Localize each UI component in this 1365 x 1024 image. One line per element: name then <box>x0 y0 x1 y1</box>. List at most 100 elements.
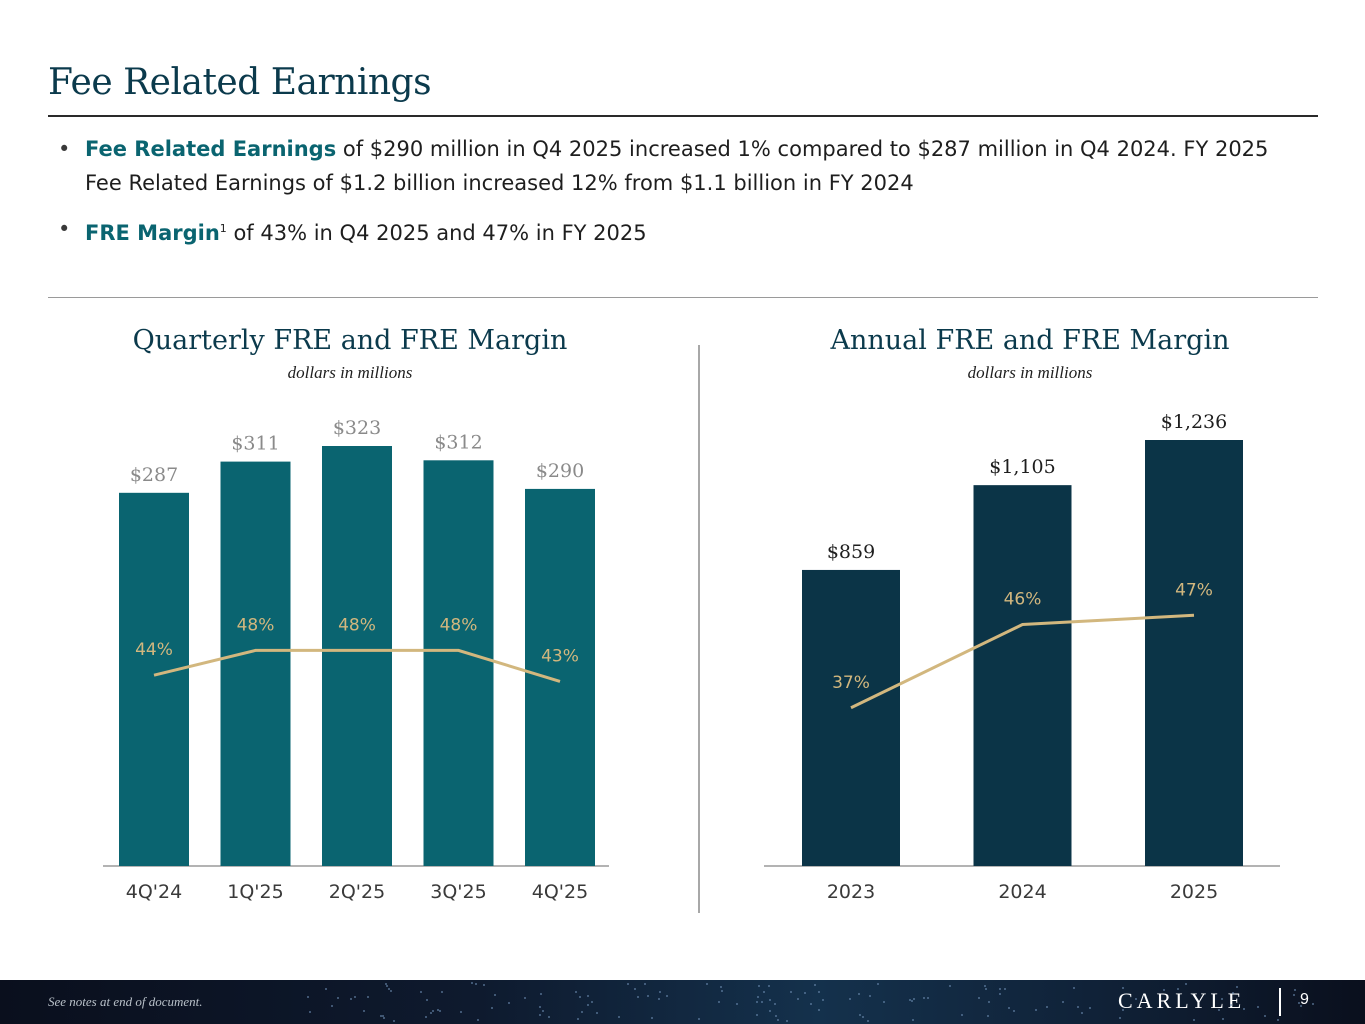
annual-margin-line <box>850 613 1195 710</box>
annual-x-tick-label: 2023 <box>827 881 875 903</box>
quarterly-chart-title: Quarterly FRE and FRE Margin <box>132 325 568 356</box>
footer-note: See notes at end of document. <box>48 994 203 1009</box>
footer-speck <box>627 982 630 985</box>
annual-bar <box>973 485 1072 866</box>
footer-speck <box>617 1016 620 1019</box>
footer-speck <box>1118 1016 1121 1019</box>
footer-speck <box>697 1017 700 1020</box>
footer-speck <box>774 1003 777 1006</box>
annual-chart-title: Annual FRE and FRE Margin <box>830 325 1230 356</box>
footer-speck <box>948 985 951 988</box>
annual-bar-value-label: $859 <box>827 541 875 563</box>
footer-speck <box>978 996 981 999</box>
annual-margin-label: 37% <box>832 673 870 693</box>
footer-speck <box>425 998 428 1001</box>
footer-speck <box>330 1004 333 1007</box>
carlyle-logo: CARLYLE <box>1118 988 1246 1013</box>
logo-separator <box>1279 988 1281 1016</box>
annual-bar-value-label: $1,236 <box>1161 411 1227 433</box>
footer-speck <box>307 995 310 998</box>
annual-x-tick-label: 2024 <box>998 881 1046 903</box>
footer-speck <box>353 996 356 999</box>
quarterly-margin-label: 48% <box>237 615 275 635</box>
quarterly-bar-value-label: $323 <box>333 417 381 439</box>
footer-speck <box>471 982 474 985</box>
footer-speck <box>923 997 926 1000</box>
footer-speck <box>587 1004 590 1007</box>
chart-divider <box>698 345 700 913</box>
footer-speck <box>577 1018 580 1021</box>
footer-speck <box>432 1009 435 1012</box>
footer-speck <box>866 1019 869 1022</box>
footer-speck <box>386 984 389 987</box>
footer-speck <box>960 1013 963 1016</box>
footer-speck <box>1003 988 1006 991</box>
annual-bar <box>802 569 900 866</box>
footer-speck <box>1072 987 1075 989</box>
bullet-dot: • <box>58 137 71 161</box>
footer-speck <box>1257 1005 1260 1008</box>
footer-speck <box>633 988 636 991</box>
footer-speck <box>475 983 478 986</box>
footer-speck <box>1008 1006 1011 1009</box>
quarterly-bar <box>322 446 392 866</box>
quarterly-x-tick-label: 2Q'25 <box>329 881 385 903</box>
footer-speck <box>721 990 724 993</box>
quarterly-bar-value-label: $312 <box>434 431 482 453</box>
footer-speck <box>985 987 988 990</box>
footer-speck <box>755 1000 758 1003</box>
section-rule <box>48 297 1318 298</box>
footer-speck <box>385 982 388 985</box>
footer-speck <box>491 1006 494 1009</box>
footer-speck <box>1077 1006 1080 1009</box>
footer-speck <box>1035 1008 1038 1011</box>
footer-speck <box>389 989 392 992</box>
footnote-marker: 1 <box>219 222 227 235</box>
quarterly-bar-value-label: $311 <box>231 433 279 455</box>
bullet-dot: • <box>58 217 71 241</box>
footer-speck <box>508 1002 511 1005</box>
footer-speck <box>1263 1014 1266 1017</box>
bullet-highlight: Fee Related Earnings <box>85 137 337 161</box>
footer-speck <box>430 1012 433 1015</box>
footer-speck <box>380 1015 383 1018</box>
footer-speck <box>459 1011 462 1014</box>
footer-speck <box>756 1013 759 1016</box>
bullet-fre: • Fee Related Earnings of $290 million i… <box>58 132 1308 200</box>
footer-speck <box>1297 1001 1300 1004</box>
footer-speck <box>927 997 930 1000</box>
footer-speck <box>763 990 766 993</box>
footer-speck <box>581 1011 584 1014</box>
footer-speck <box>1222 1018 1225 1021</box>
footer-speck <box>1293 994 1296 997</box>
footer-speck <box>388 988 391 991</box>
footer-speck <box>774 1015 777 1018</box>
footer-speck <box>868 994 871 997</box>
footer-speck <box>636 995 639 998</box>
bullet-list: • Fee Related Earnings of $290 million i… <box>58 132 1308 262</box>
quarterly-margin-label: 43% <box>541 646 579 666</box>
footer-speck <box>1045 1006 1048 1009</box>
footer-speck <box>1217 1009 1220 1012</box>
title-rule <box>48 115 1318 117</box>
footer-speck <box>912 997 915 1000</box>
footer-speck <box>998 988 1001 990</box>
footer-speck <box>441 990 444 993</box>
footer-speck <box>1232 992 1235 995</box>
footer-speck <box>1293 989 1296 992</box>
footer-speck <box>493 993 496 996</box>
footer-speck <box>523 996 526 999</box>
footer-speck <box>998 992 1001 995</box>
quarterly-margin-line <box>153 648 561 683</box>
footer-speck <box>817 1008 820 1011</box>
annual-bar-value-label: $1,105 <box>989 456 1055 478</box>
footer-speck <box>849 998 852 1001</box>
footer-speck <box>882 1000 885 1003</box>
footer-speck <box>757 984 760 987</box>
footer-speck <box>1061 1000 1064 1003</box>
footer-speck <box>657 997 660 1000</box>
quarterly-bar <box>220 461 291 866</box>
footer-speck <box>760 1001 763 1004</box>
footer-speck <box>574 990 577 993</box>
bullet-text: of $290 million in Q4 2025 increased 1% … <box>85 137 1269 195</box>
